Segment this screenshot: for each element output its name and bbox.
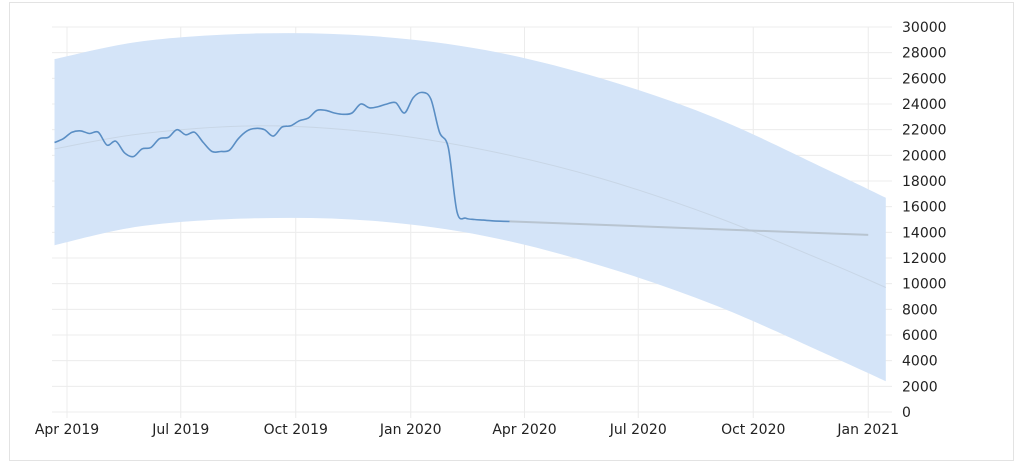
x-tick-label: Jan 2021 [836, 422, 899, 438]
y-tick-label: 8000 [902, 302, 938, 318]
y-tick-label: 18000 [902, 174, 947, 190]
y-tick-label: 2000 [902, 379, 938, 395]
y-tick-label: 6000 [902, 328, 938, 344]
y-axis-ticks: 0 2000 4000 6000 8000 10000 12000 14000 16000 180… [902, 20, 947, 421]
y-tick-label: 30000 [902, 20, 947, 36]
trend-line [54, 125, 886, 288]
forecast-line [509, 220, 869, 236]
y-tick-label: 22000 [902, 123, 947, 139]
x-tick-label: Jan 2020 [379, 422, 442, 438]
y-tick-label: 12000 [902, 251, 947, 267]
x-axis-ticks: Apr 2019 Jul 2019 Oct 2019 Jan 2020 Apr 2020… [35, 422, 899, 438]
y-tick-label: 4000 [902, 354, 938, 370]
y-tick-label: 10000 [902, 277, 947, 293]
y-tick-label: 0 [902, 405, 911, 421]
x-tick-label: Jul 2020 [609, 422, 667, 438]
forecast-band [54, 33, 886, 382]
y-tick-label: 28000 [902, 46, 947, 62]
x-tick-label: Apr 2020 [492, 422, 556, 438]
x-tick-label: Oct 2019 [264, 422, 328, 438]
x-tick-label: Jul 2019 [151, 422, 209, 438]
x-tick-label: Oct 2020 [721, 422, 785, 438]
y-tick-label: 24000 [902, 97, 947, 113]
y-tick-label: 14000 [902, 225, 947, 241]
y-tick-label: 26000 [902, 71, 947, 87]
x-tick-label: Apr 2019 [35, 422, 99, 438]
y-tick-label: 16000 [902, 200, 947, 216]
y-tick-label: 20000 [902, 148, 947, 164]
series-line [54, 91, 510, 223]
